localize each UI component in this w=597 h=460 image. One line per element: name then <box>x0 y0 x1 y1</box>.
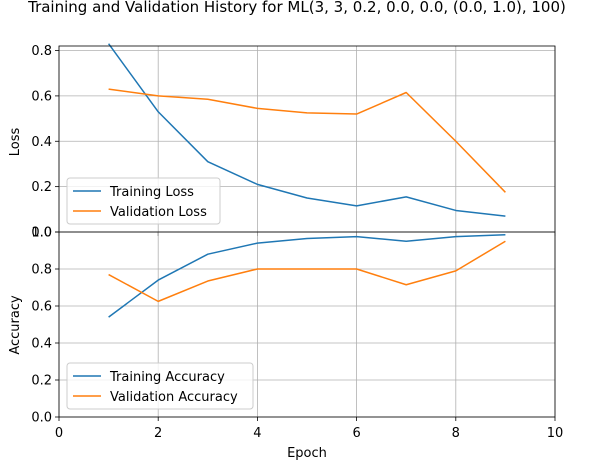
accuracy-panel: 0.0 0.2 0.4 0.6 0.8 1.0 0 2 4 6 8 10 Training Accura… <box>31 226 563 442</box>
loss-y-axis-label: Loss <box>8 128 23 157</box>
accuracy-x-tick-label: 10 <box>547 426 564 441</box>
accuracy-y-tick-label: 0.4 <box>31 337 52 352</box>
accuracy-x-tick-label: 2 <box>154 426 162 441</box>
accuracy-y-axis-label: Accuracy <box>8 295 23 355</box>
accuracy-y-tick-label: 0.0 <box>31 411 52 426</box>
accuracy-series-validation-line <box>108 240 506 303</box>
accuracy-legend-label-0: Training Accuracy <box>109 370 225 385</box>
x-axis-label: Epoch <box>287 446 327 460</box>
accuracy-legend-label-1: Validation Accuracy <box>110 390 238 405</box>
accuracy-series-training-line <box>108 234 506 318</box>
accuracy-x-tick-label: 0 <box>55 426 63 441</box>
accuracy-y-tick-label: 0.6 <box>31 300 52 315</box>
accuracy-legend-box <box>66 362 254 410</box>
loss-y-tick-label: 0.6 <box>31 89 52 104</box>
accuracy-y-tick-label: 0.2 <box>31 374 52 389</box>
loss-y-tick-label: 0.2 <box>31 180 52 195</box>
loss-legend-label-0: Training Loss <box>109 185 194 200</box>
loss-y-tick-label: 0.4 <box>31 135 52 150</box>
loss-panel: 0.0 0.2 0.4 0.6 0.8 Training Loss Validation L… <box>31 43 556 241</box>
loss-legend-label-1: Validation Loss <box>110 205 207 220</box>
loss-series-validation-line <box>108 88 506 193</box>
accuracy-axes-frame <box>58 231 556 418</box>
accuracy-legend: Training Accuracy Validation Accuracy <box>66 362 254 410</box>
loss-series-training-line <box>107 43 506 217</box>
loss-legend-box <box>66 177 221 225</box>
loss-legend: Training Loss Validation Loss <box>66 177 221 225</box>
loss-y-tick-label: 0.0 <box>31 226 52 241</box>
accuracy-y-tick-label: 1.0 <box>31 226 52 241</box>
accuracy-y-tick-label: 0.8 <box>31 263 52 278</box>
accuracy-x-tick-label: 8 <box>452 426 460 441</box>
accuracy-x-tick-label: 6 <box>352 426 360 441</box>
accuracy-x-tick-label: 4 <box>253 426 261 441</box>
loss-y-tick-label: 0.8 <box>31 44 52 59</box>
chart-title: Training and Validation History for ML(3… <box>27 0 566 16</box>
